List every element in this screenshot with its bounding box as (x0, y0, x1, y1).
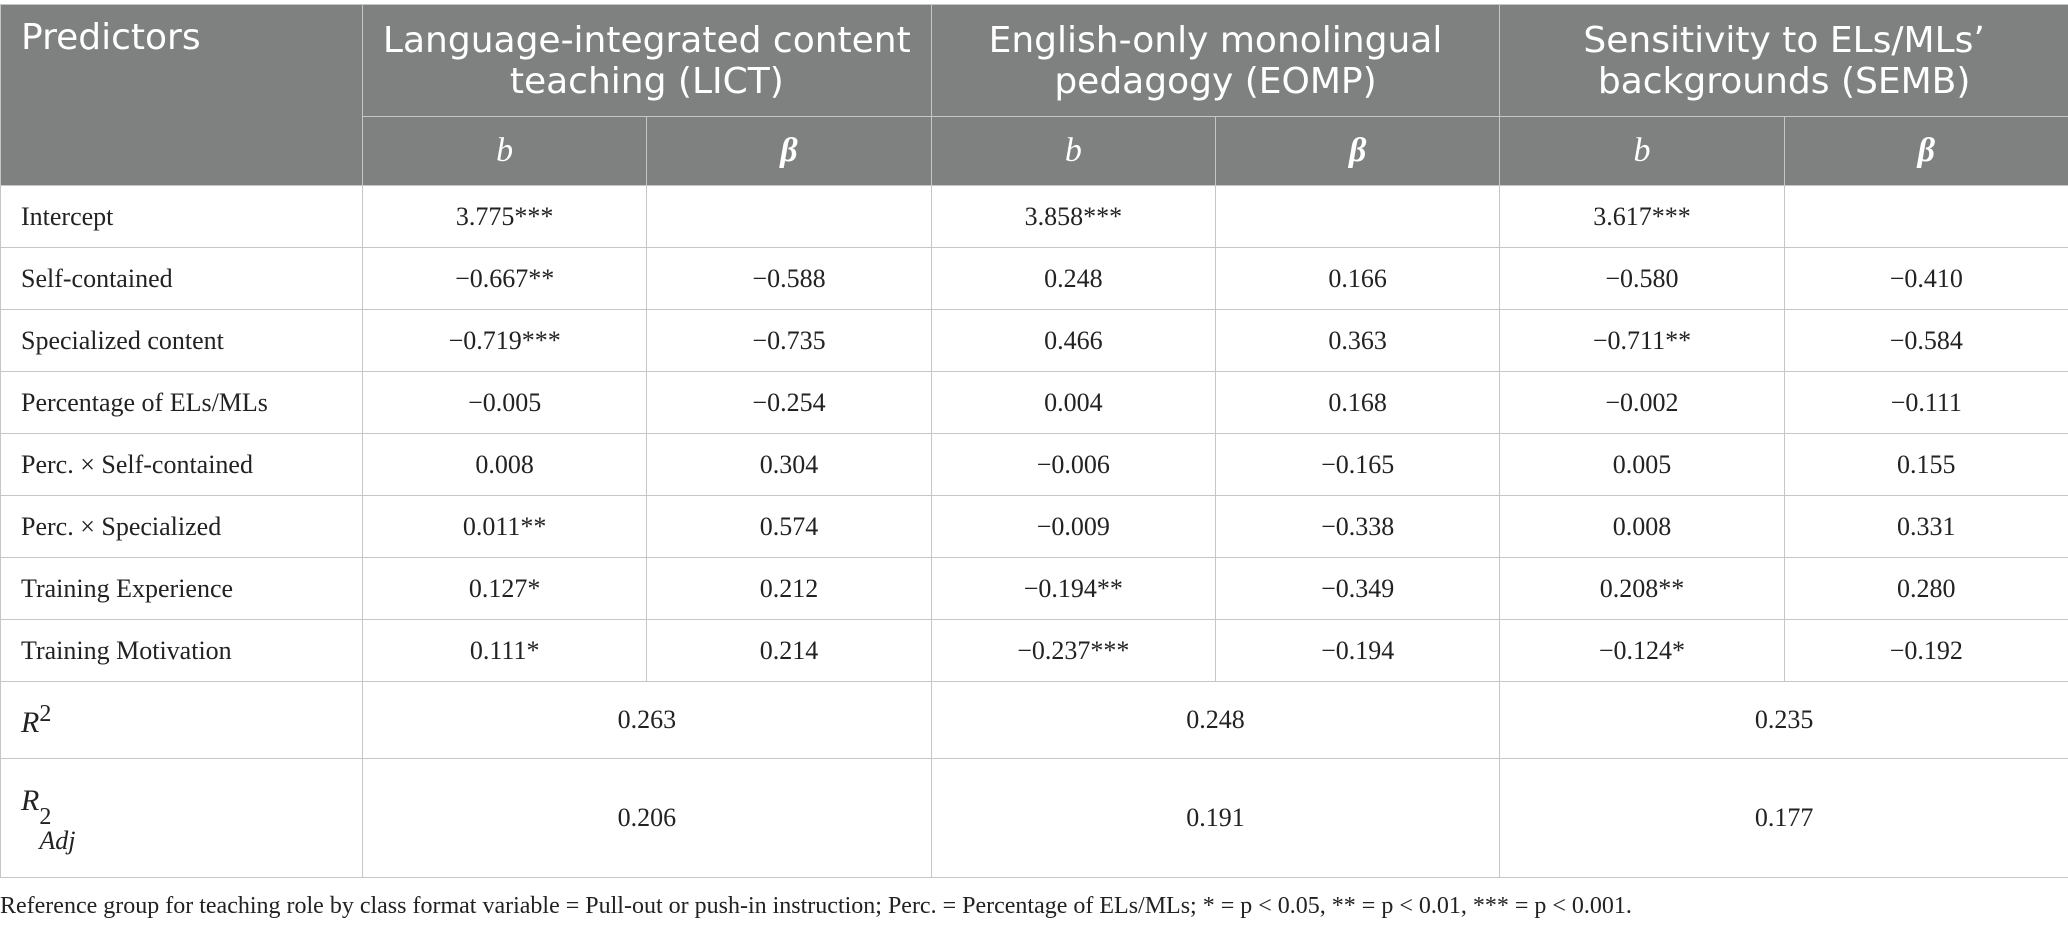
predictor-label: Intercept (0, 185, 363, 248)
b-header: b (1499, 116, 1785, 186)
b-value-cell: 3.775*** (361, 185, 648, 248)
predictor-label: Training Motivation (0, 619, 363, 682)
beta-value-cell: 0.168 (1214, 371, 1501, 434)
table-footnote: Reference group for teaching role by cla… (0, 893, 1632, 919)
beta-value-cell: −0.410 (1783, 247, 2068, 310)
b-value-cell: 0.004 (930, 371, 1216, 434)
b-value-cell: −0.002 (1499, 371, 1785, 434)
group-header-semb: Sensitivity to ELs/MLs’ backgrounds (SEM… (1499, 4, 2068, 117)
beta-value-cell: 0.280 (1783, 557, 2068, 620)
beta-value-cell: −0.111 (1783, 371, 2068, 434)
b-value-cell: −0.580 (1499, 247, 1785, 310)
beta-value-cell (1214, 185, 1501, 248)
predictor-label: Perc. × Self-contained (0, 433, 363, 496)
beta-value-cell: −0.165 (1214, 433, 1501, 496)
beta-header: β (646, 116, 932, 186)
beta-value-cell: −0.194 (1214, 619, 1501, 682)
beta-value-cell: 0.166 (1214, 247, 1501, 310)
table-row: Training Motivation 0.111* 0.214 −0.237*** −… (0, 619, 2068, 682)
beta-value-cell (646, 185, 932, 248)
b-value-cell: −0.237*** (930, 619, 1216, 682)
table-row: Perc. × Specialized 0.011** 0.574 −0.009 −0.… (0, 495, 2068, 558)
beta-header: β (1783, 116, 2068, 186)
group-header-lict: Language-integrated content teaching (LI… (362, 4, 932, 117)
coef-header-row: b β b β b β (1, 116, 2068, 186)
table-row: Percentage of ELs/MLs −0.005 −0.254 0.004 0.… (0, 371, 2068, 434)
b-value-cell: 0.005 (1499, 433, 1785, 496)
beta-value-cell: −0.584 (1783, 309, 2068, 372)
b-value-cell: 0.127* (361, 557, 648, 620)
predictor-label: Percentage of ELs/MLs (0, 371, 363, 434)
group-header-row: Predictors Language-integrated content t… (0, 4, 2068, 186)
beta-value-cell (1783, 185, 2068, 248)
predictor-label: Perc. × Specialized (0, 495, 363, 558)
beta-value-cell: −0.338 (1214, 495, 1501, 558)
b-value-cell: −0.667** (361, 247, 648, 310)
predictor-label: Self-contained (0, 247, 363, 310)
group-header-eomp: English-only monolingual pedagogy (EOMP) (930, 4, 1501, 117)
b-value-cell: 0.008 (1499, 495, 1785, 558)
b-value-cell: 3.858*** (930, 185, 1216, 248)
b-value-cell: −0.124* (1499, 619, 1785, 682)
predictor-label: Specialized content (0, 309, 363, 372)
b-value-cell: 0.466 (930, 309, 1216, 372)
beta-value-cell: 0.212 (646, 557, 932, 620)
predictors-header: Predictors (0, 4, 363, 186)
b-value-cell: −0.005 (361, 371, 648, 434)
beta-value-cell: −0.588 (646, 247, 932, 310)
beta-value-cell: −0.349 (1214, 557, 1501, 620)
beta-value-cell: 0.331 (1783, 495, 2068, 558)
adjusted-r-squared-value: 0.191 (930, 758, 1501, 878)
b-value-cell: 0.248 (930, 247, 1216, 310)
b-value-cell: −0.711** (1499, 309, 1785, 372)
beta-value-cell: −0.735 (646, 309, 932, 372)
b-value-cell: −0.719*** (361, 309, 648, 372)
beta-value-cell: −0.192 (1783, 619, 2068, 682)
regression-table: Predictors Language-integrated content t… (0, 4, 2068, 878)
b-header: b (361, 116, 648, 186)
table-row: Perc. × Self-contained 0.008 0.304 −0.006 −0… (0, 433, 2068, 496)
r-squared-value: 0.235 (1499, 681, 2068, 759)
b-value-cell: 0.008 (361, 433, 648, 496)
b-value-cell: 3.617*** (1499, 185, 1785, 248)
beta-value-cell: 0.304 (646, 433, 932, 496)
table-row: Self-contained −0.667** −0.588 0.248 0.166 −0… (0, 247, 2068, 310)
beta-value-cell: 0.363 (1214, 309, 1501, 372)
beta-value-cell: 0.574 (646, 495, 932, 558)
table-row: Intercept 3.775*** 3.858*** 3.617*** (0, 185, 2068, 248)
b-value-cell: −0.006 (930, 433, 1216, 496)
beta-header: β (1214, 116, 1501, 186)
adjusted-r-squared-label: R 2 Adj (0, 758, 363, 878)
adjusted-r-squared-value: 0.177 (1499, 758, 2068, 878)
beta-value-cell: 0.155 (1783, 433, 2068, 496)
adjusted-r-squared-row: R 2 Adj 0.206 0.191 0.177 (0, 758, 2068, 878)
predictor-label: Training Experience (0, 557, 363, 620)
table-row: Training Experience 0.127* 0.212 −0.194** −0… (0, 557, 2068, 620)
beta-value-cell: −0.254 (646, 371, 932, 434)
b-value-cell: 0.111* (361, 619, 648, 682)
b-value-cell: 0.208** (1499, 557, 1785, 620)
beta-value-cell: 0.214 (646, 619, 932, 682)
b-value-cell: −0.194** (930, 557, 1216, 620)
r-squared-value: 0.263 (362, 681, 932, 759)
r-squared-label: R2 (0, 681, 363, 759)
adjusted-r-squared-value: 0.206 (362, 758, 932, 878)
table-row: Specialized content −0.719*** −0.735 0.466 0… (0, 309, 2068, 372)
b-header: b (930, 116, 1216, 186)
r-squared-value: 0.248 (930, 681, 1501, 759)
r-squared-row: R2 0.263 0.248 0.235 (0, 681, 2068, 759)
b-value-cell: −0.009 (930, 495, 1216, 558)
b-value-cell: 0.011** (361, 495, 648, 558)
